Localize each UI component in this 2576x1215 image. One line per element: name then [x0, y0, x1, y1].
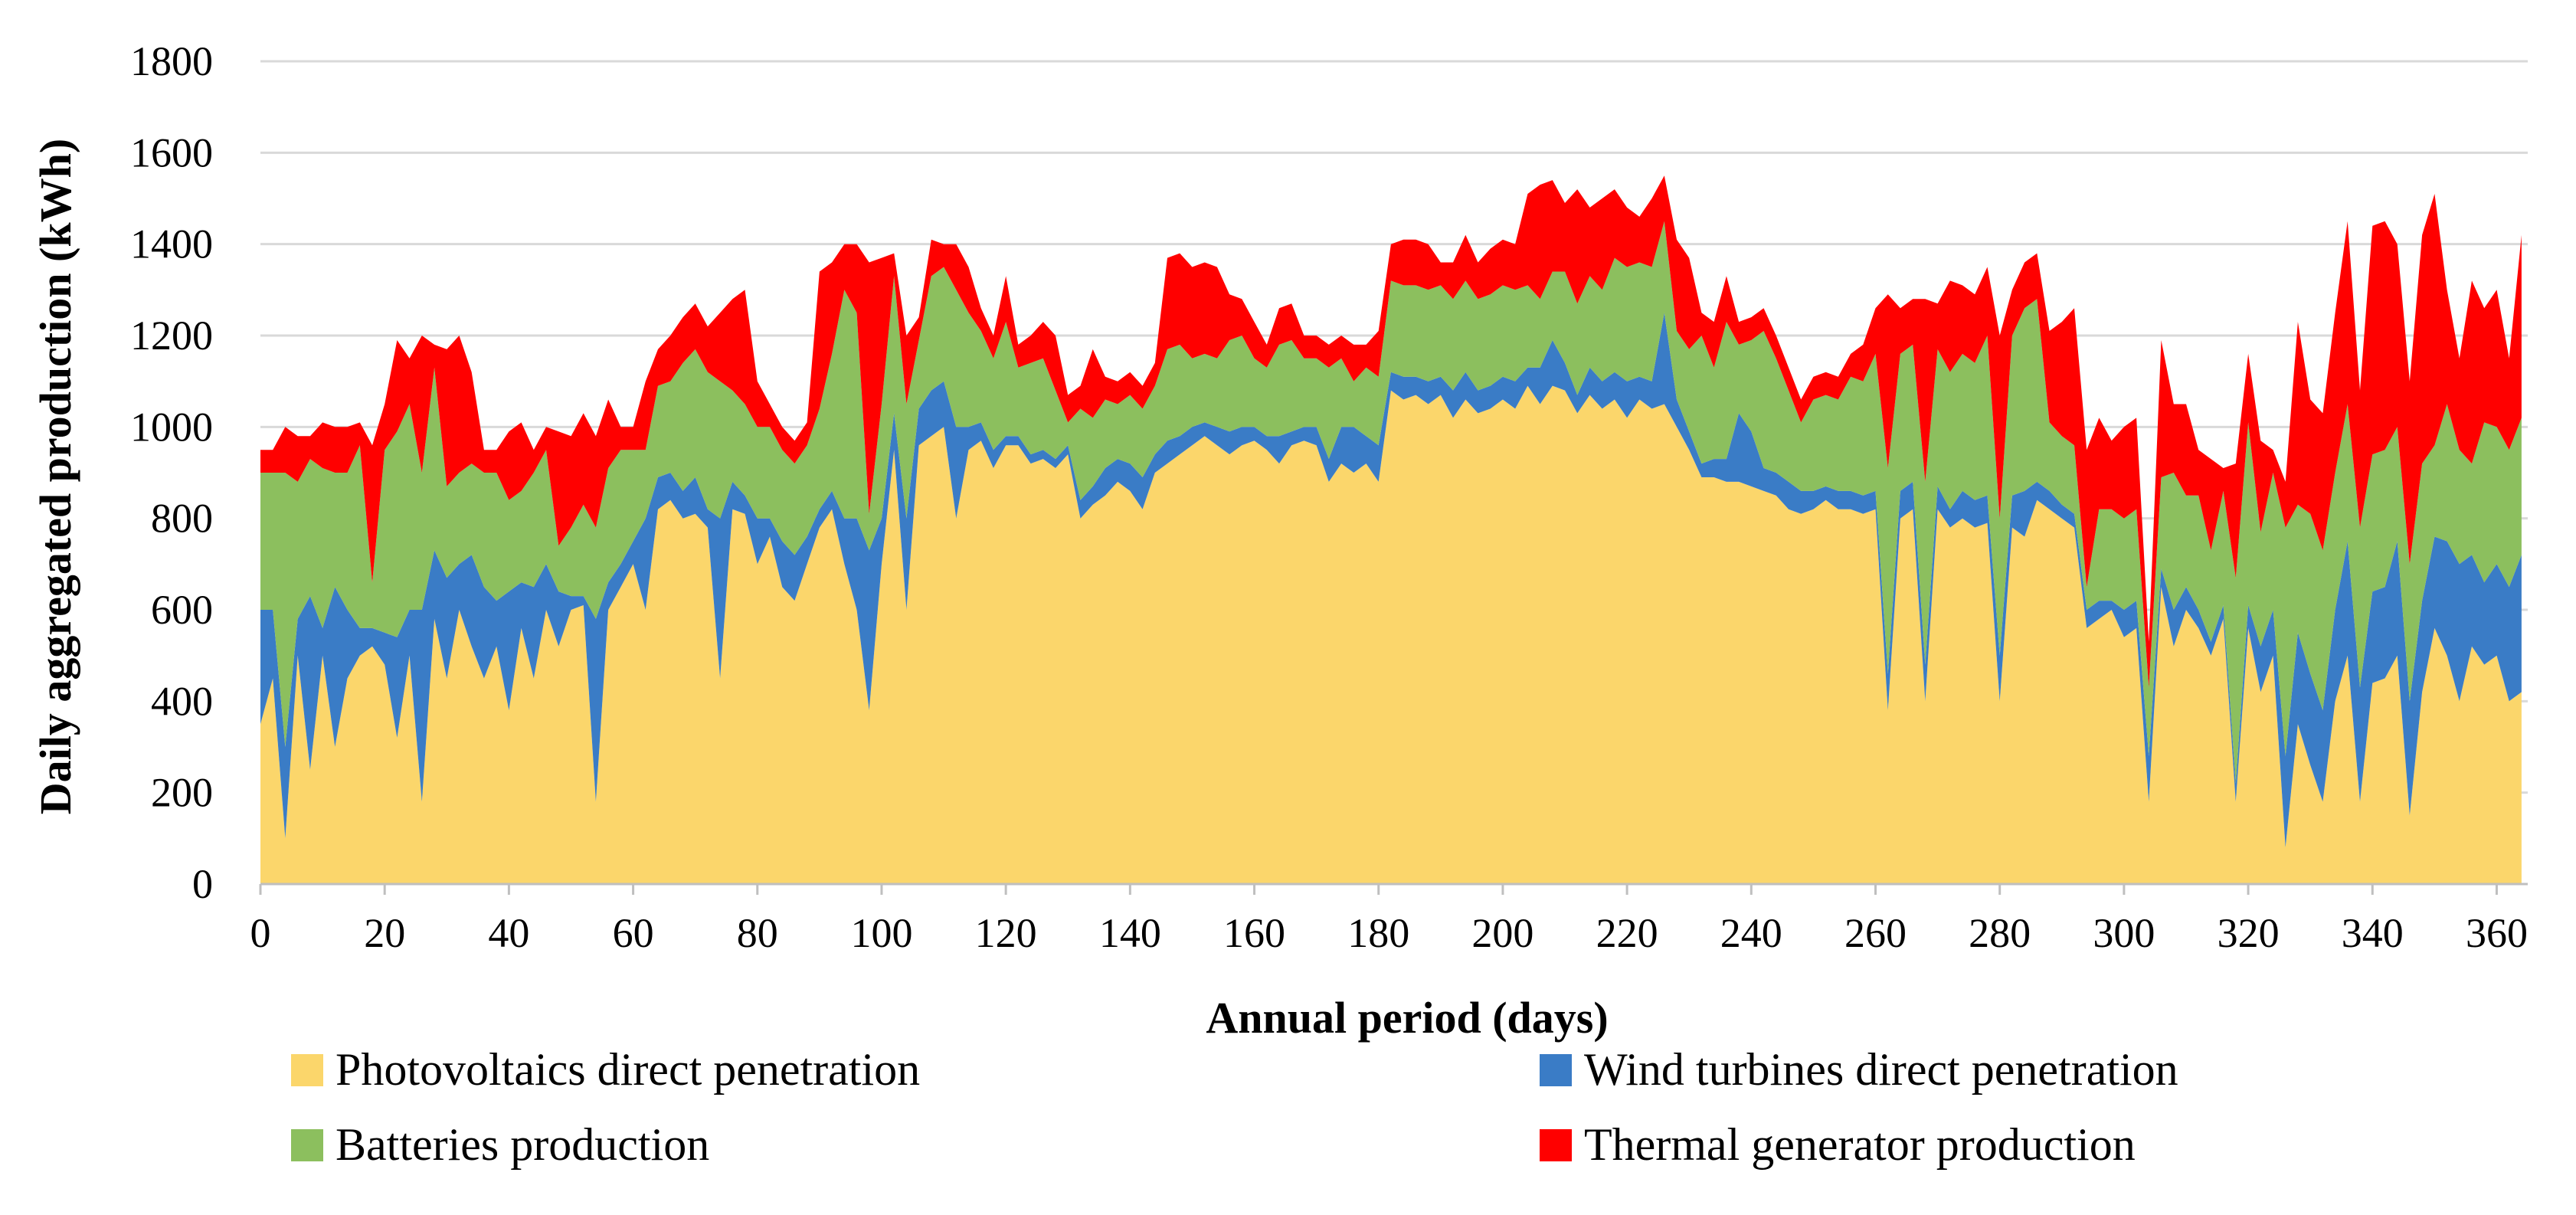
- legend-wind-turbines: Wind turbines direct penetration: [1540, 1044, 2178, 1095]
- x-tick-label: 140: [1099, 910, 1161, 956]
- x-tick-label: 240: [1720, 910, 1782, 956]
- x-axis-title: Annual period (days): [1206, 993, 1608, 1043]
- x-tick-label: 160: [1223, 910, 1285, 956]
- legend-batteries: Batteries production: [291, 1119, 709, 1170]
- series-areas: [260, 175, 2522, 885]
- x-tick-label: 0: [250, 910, 271, 956]
- y-tick-label: 1600: [130, 129, 213, 175]
- legend-swatch: [291, 1054, 323, 1086]
- y-tick-label: 1400: [130, 221, 213, 267]
- legend-label: Batteries production: [336, 1119, 709, 1170]
- x-tick-label: 220: [1596, 910, 1658, 956]
- y-tick-label: 200: [151, 770, 213, 816]
- area-batteries: [260, 221, 2522, 784]
- x-tick-label: 180: [1347, 910, 1409, 956]
- x-tick-label: 80: [737, 910, 778, 956]
- x-tick-label: 340: [2342, 910, 2404, 956]
- x-tick-label: 40: [488, 910, 529, 956]
- legend-swatch: [1540, 1054, 1572, 1086]
- area-wind-turbines: [260, 313, 2522, 848]
- y-tick-labels: 0 200 400 600 800 1000 1200 1400 1600 1800: [130, 38, 213, 907]
- legend: Photovoltaics direct penetration Wind tur…: [291, 1044, 2178, 1170]
- y-tick-label: 1000: [130, 404, 213, 450]
- legend-label: Thermal generator production: [1584, 1119, 2136, 1170]
- legend-thermal-generator: Thermal generator production: [1540, 1119, 2136, 1170]
- axes: [259, 883, 2528, 895]
- legend-label: Photovoltaics direct penetration: [336, 1044, 920, 1095]
- x-tick-label: 360: [2466, 910, 2528, 956]
- x-tick-label: 20: [364, 910, 405, 956]
- legend-photovoltaics: Photovoltaics direct penetration: [291, 1044, 920, 1095]
- x-tick-label: 300: [2093, 910, 2155, 956]
- y-tick-label: 1800: [130, 38, 213, 84]
- legend-label: Wind turbines direct penetration: [1584, 1044, 2178, 1095]
- legend-swatch: [291, 1129, 323, 1161]
- x-tick-labels: 0 20 40 60 80 100 120 140 160 180 200 220 240 260 280 3…: [250, 910, 2528, 956]
- x-tick-label: 60: [613, 910, 654, 956]
- x-tick-label: 280: [1969, 910, 2031, 956]
- area-thermal-generator: [260, 175, 2522, 688]
- y-tick-label: 800: [151, 496, 213, 542]
- y-tick-label: 0: [192, 861, 213, 907]
- y-tick-label: 400: [151, 678, 213, 724]
- x-tick-label: 100: [850, 910, 912, 956]
- x-tick-label: 260: [1844, 910, 1907, 956]
- legend-swatch: [1540, 1129, 1572, 1161]
- x-tick-label: 320: [2218, 910, 2280, 956]
- x-tick-label: 120: [975, 910, 1037, 956]
- y-tick-label: 1200: [130, 313, 213, 359]
- y-axis-title: Daily aggregated production (kWh): [31, 139, 80, 814]
- area-photovoltaics: [260, 385, 2522, 885]
- x-tick-label: 200: [1471, 910, 1533, 956]
- y-tick-label: 600: [151, 587, 213, 633]
